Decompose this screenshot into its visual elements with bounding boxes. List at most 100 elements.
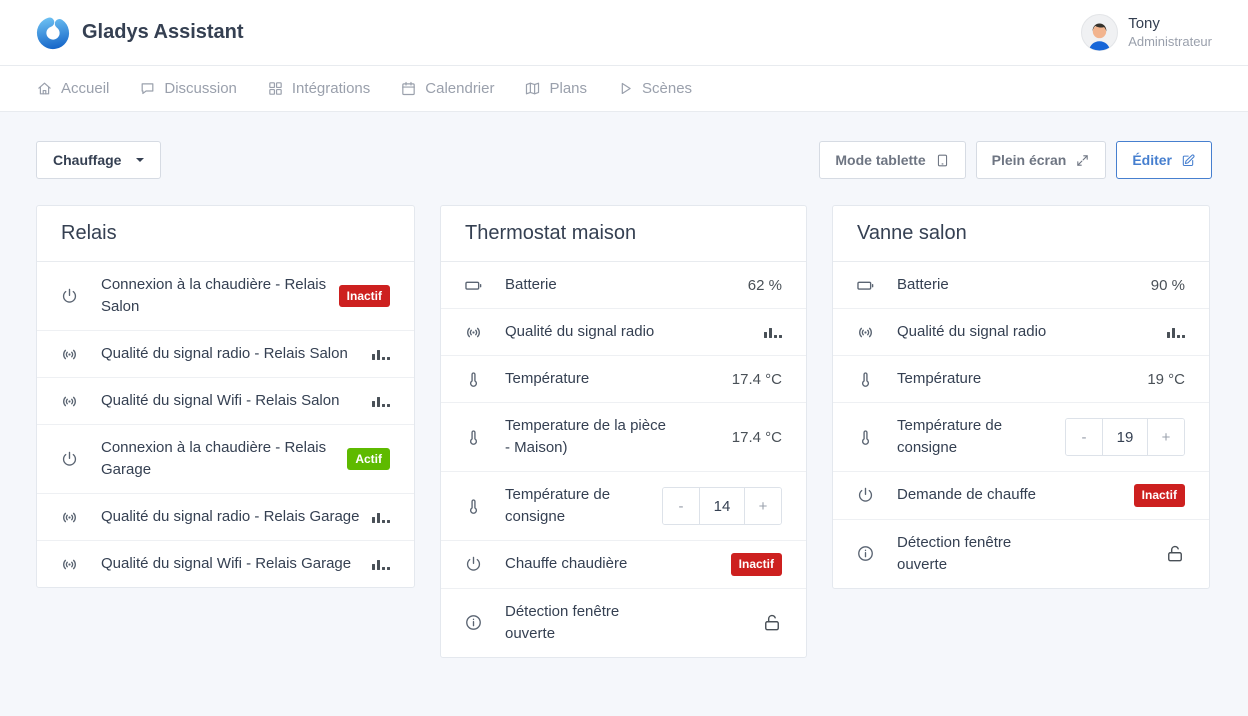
device-feature-label: Qualité du signal radio - Relais Garage [101,508,360,525]
signal-bar [372,516,375,523]
device-feature-value [372,512,390,523]
device-feature-label: Température [897,370,982,387]
device-feature-row: Qualité du signal radio - Relais Salon [37,330,414,377]
signal-icon [856,323,875,342]
dashboard-selector-button[interactable]: Chauffage [36,141,162,179]
edit-icon [1181,153,1196,168]
nav-item-label: Discussion [164,80,237,97]
device-feature-value [1167,327,1185,338]
device-feature-row: Connexion à la chaudière - Relais Garage… [37,424,414,493]
thermometer-icon [464,370,483,389]
device-feature-label: Qualité du signal radio [505,323,655,340]
nav-item-integrations[interactable]: Intégrations [267,80,370,97]
card-body: Batterie 62 % Qualité du signal radio Tempé… [441,262,806,657]
device-feature-value: 90 % [1151,277,1185,294]
tablet-icon [935,153,950,168]
setpoint-stepper: -19 + [1065,418,1185,456]
nav-item-plans[interactable]: Plans [524,80,587,97]
device-card-vanne-salon: Vanne salon Batterie 90 % Qualité du signal… [832,205,1210,589]
dashboard-main: Chauffage Mode tablette Plein écran Édit… [0,141,1248,658]
row-icon-cell [37,287,101,306]
device-feature-row: Qualité du signal Wifi - Relais Salon [37,377,414,424]
nav-item-scenes[interactable]: Scènes [617,80,692,97]
device-feature-row: Température de consigne -14 + [441,471,806,540]
card-title: Vanne salon [857,222,967,244]
tablet-mode-label: Mode tablette [835,152,926,168]
card-header: Relais [37,206,414,262]
device-feature-value: 19 °C [1147,371,1185,388]
signal-bar [377,396,380,407]
nav-item-discussion[interactable]: Discussion [139,80,237,97]
app-title: Gladys Assistant [82,21,244,43]
card-body: Connexion à la chaudière - Relais Salon I… [37,262,414,587]
signal-bar [377,559,380,570]
row-icon-cell [441,323,505,342]
row-icon-cell [441,497,505,516]
increase-button[interactable]: + [745,488,781,524]
decrease-button[interactable]: - [1066,419,1102,455]
card-title: Relais [61,222,117,244]
signal-strength-bars [764,327,782,338]
increase-button[interactable]: + [1148,419,1184,455]
fullscreen-button[interactable]: Plein écran [975,141,1107,179]
tablet-mode-button[interactable]: Mode tablette [819,141,966,179]
battery-icon [856,276,875,295]
signal-icon [464,323,483,342]
signal-bar [779,335,782,338]
row-icon-cell [37,555,101,574]
device-feature-label: Qualité du signal Wifi - Relais Garage [101,555,352,572]
nav-item-label: Intégrations [291,80,371,97]
signal-bar [372,353,375,360]
toolbar-actions: Mode tablette Plein écran Éditer [819,141,1212,179]
signal-bar [769,327,772,338]
device-feature-row: Qualité du signal radio [833,308,1209,355]
card-title: Thermostat maison [465,222,637,244]
signal-bar [372,400,375,407]
row-icon-cell [441,428,505,447]
chat-icon [139,80,156,97]
signal-strength-bars [372,396,390,407]
device-feature-row: Détection fenêtre ouverte [833,518,1209,588]
unlock-icon [1165,544,1185,564]
signal-bar [387,357,390,360]
device-feature-row: Qualité du signal radio [441,308,806,355]
device-feature-row: Chauffe chaudière Inactif [441,540,806,588]
home-icon [36,80,53,97]
row-icon-cell [833,370,897,389]
row-icon-cell [37,345,101,364]
device-feature-label: Détection fenêtre ouverte [505,602,620,642]
nav-item-label: Calendrier [425,80,495,97]
chevron-down-icon [136,158,145,162]
thermometer-icon [464,497,483,516]
signal-bar [1172,327,1175,338]
device-feature-label: Temperature de la pièce - Maison) [505,417,666,456]
signal-bar [1177,335,1180,338]
user-name: Tony [1128,15,1160,32]
signal-strength-bars [372,559,390,570]
device-feature-value: -19 + [1065,418,1185,456]
calendar-icon [400,80,417,97]
setpoint-value: 14 [699,488,745,524]
power-icon [464,555,483,574]
app-header: Gladys Assistant Tony Administrateur [0,0,1248,66]
status-badge: Inactif [338,284,390,308]
device-feature-label: Qualité du signal radio [897,323,1047,340]
edit-button[interactable]: Éditer [1116,141,1212,179]
status-badge: Inactif [1133,484,1185,507]
device-feature-label: Température de consigne [897,417,1003,456]
device-feature-label: Chauffe chaudière [505,555,628,573]
battery-icon [464,276,483,295]
user-menu[interactable]: Tony Administrateur [1081,14,1212,51]
device-feature-label: Qualité du signal radio - Relais Salon [101,345,348,362]
info-icon [464,613,483,632]
dashboard-selector-label: Chauffage [53,152,122,168]
row-icon-cell [441,276,505,295]
device-feature-row: Température 17.4 °C [441,355,806,402]
device-card-relais: Relais Connexion à la chaudière - Relais … [36,205,415,588]
decrease-button[interactable]: - [663,488,699,524]
device-feature-label: Batterie [505,276,557,293]
app-brand[interactable]: Gladys Assistant [36,16,244,50]
nav-item-accueil[interactable]: Accueil [36,80,109,97]
cards-grid: Relais Connexion à la chaudière - Relais … [36,205,1212,658]
nav-item-calendrier[interactable]: Calendrier [400,80,494,97]
